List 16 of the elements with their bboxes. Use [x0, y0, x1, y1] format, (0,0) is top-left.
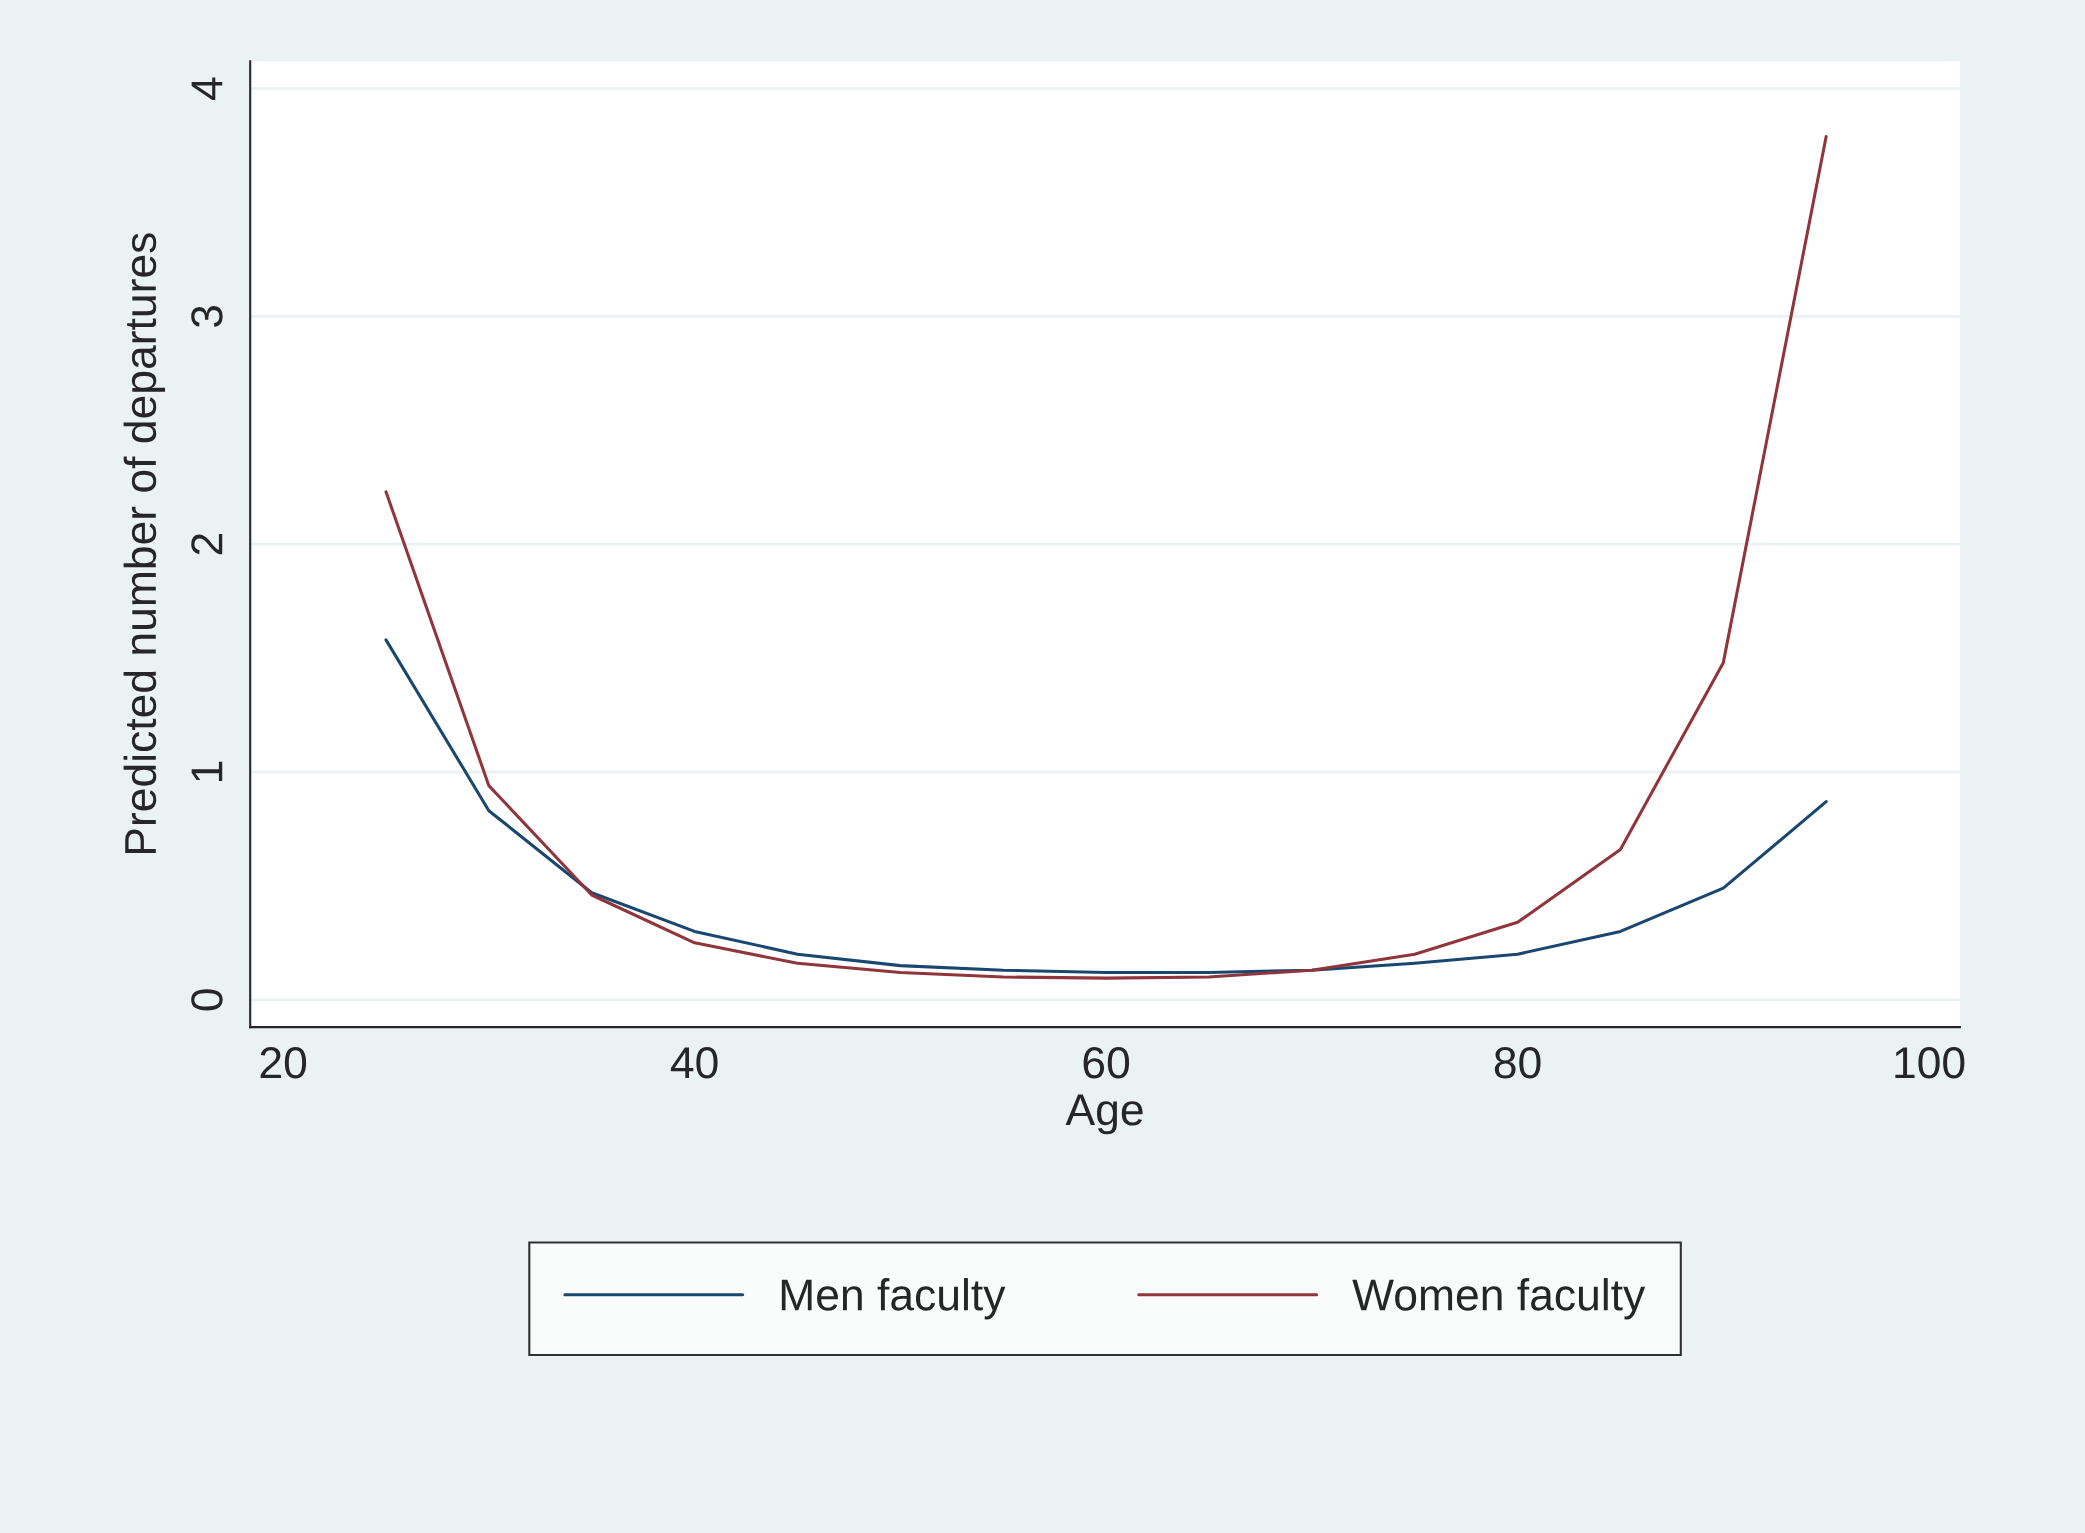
- y-tick-label: 1: [191, 761, 223, 781]
- legend-label: Women faculty: [1352, 1278, 1646, 1320]
- x-tick-label: 80: [1494, 1047, 1541, 1079]
- y-tick-label: 4: [191, 77, 223, 100]
- line-series: [384, 638, 1828, 974]
- x-tick-label: 20: [260, 1047, 307, 1079]
- x-tick-label: 60: [1083, 1047, 1130, 1079]
- y-tick-label: 3: [191, 306, 223, 328]
- x-tick-label: 40: [670, 1047, 718, 1079]
- y-tick-label: 2: [191, 534, 223, 555]
- line-series: [384, 134, 1828, 980]
- y-tick-label: 0: [191, 989, 223, 1011]
- legend-label: Men faculty: [781, 1278, 1006, 1320]
- x-tick-label: 100: [1895, 1047, 1965, 1079]
- x-axis-title: Age: [1065, 1094, 1143, 1135]
- y-axis-title: Predicted number of departures: [123, 233, 166, 854]
